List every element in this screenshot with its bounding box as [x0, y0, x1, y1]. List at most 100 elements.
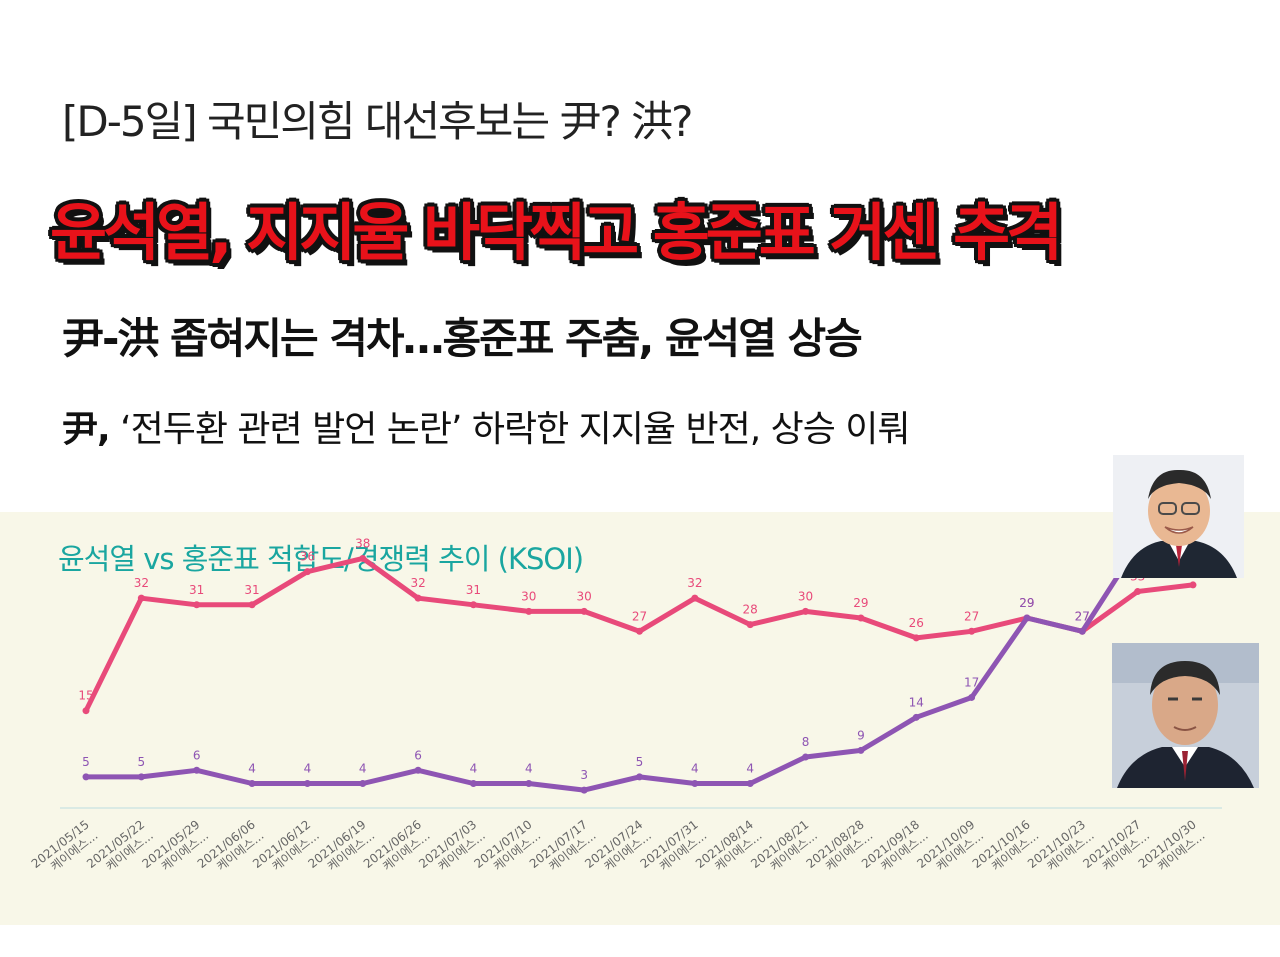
data-label-red: 27 [1075, 609, 1090, 623]
x-tick-label: 2021/10/16케이에스... [970, 817, 1042, 873]
subhead-secondary-lead: 尹, [62, 409, 111, 450]
data-point-purple [82, 773, 90, 781]
x-tick-label: 2021/07/24케이에스... [582, 817, 654, 873]
data-point-purple [857, 746, 865, 754]
x-tick-label: 2021/08/28케이에스... [804, 817, 876, 873]
data-point-red [414, 594, 422, 602]
data-point-red [303, 568, 311, 576]
data-label-red: 31 [189, 583, 204, 597]
data-point-purple [303, 780, 311, 788]
chart-panel [0, 512, 1280, 925]
data-point-purple [414, 766, 422, 774]
data-label-purple: 17 [964, 675, 979, 689]
data-label-purple: 4 [248, 762, 256, 776]
data-point-purple [746, 780, 754, 788]
data-point-red [857, 614, 865, 622]
kicker-text: [D-5일] 국민의힘 대선후보는 尹? 洪? [62, 97, 693, 146]
data-point-purple [1023, 614, 1031, 622]
data-label-purple: 5 [82, 755, 90, 769]
data-point-red [1189, 581, 1197, 589]
portrait-hong-icon [1113, 455, 1244, 578]
data-label-red: 31 [466, 583, 481, 597]
x-tick-label: 2021/06/12케이에스... [250, 817, 322, 873]
x-tick-label: 2021/06/06케이에스... [195, 817, 267, 873]
data-label-red: 31 [244, 583, 259, 597]
data-point-purple [1078, 627, 1086, 635]
subhead-secondary-rest: ‘전두환 관련 발언 논란’ 하락한 지지율 반전, 상승 이뤄 [120, 409, 910, 450]
data-point-red [248, 601, 256, 609]
data-label-red: 29 [1019, 596, 1034, 610]
x-tick-label: 2021/05/22케이에스... [84, 817, 156, 873]
data-point-purple [691, 780, 699, 788]
subhead-secondary: 尹, ‘전두환 관련 발언 논란’ 하락한 지지율 반전, 상승 이뤄 [62, 400, 911, 452]
data-label-red: 29 [853, 596, 868, 610]
subhead-primary: 尹-洪 좁혀지는 격차…홍준표 주춤, 윤석열 상승 [62, 314, 863, 363]
data-label-purple: 9 [857, 728, 865, 742]
x-tick-label: 2021/05/29케이에스... [139, 817, 211, 873]
data-label-red: 38 [355, 536, 370, 550]
data-label-purple: 4 [359, 762, 367, 776]
data-label-red: 32 [134, 576, 149, 590]
data-label-red: 32 [410, 576, 425, 590]
x-tick-label: 2021/08/14케이에스... [693, 817, 765, 873]
data-label-purple: 8 [802, 735, 810, 749]
data-label-red: 27 [632, 609, 647, 623]
data-label-purple: 5 [138, 755, 146, 769]
data-label-purple: 27 [1075, 609, 1090, 623]
data-point-red [469, 601, 477, 609]
data-label-purple: 4 [470, 762, 478, 776]
data-label-red: 32 [687, 576, 702, 590]
data-point-red [359, 554, 367, 562]
data-point-red [193, 601, 201, 609]
data-label-purple: 4 [525, 762, 533, 776]
data-label-red: 30 [577, 589, 592, 603]
x-tick-label: 2021/08/21케이에스... [748, 817, 820, 873]
x-tick-label: 2021/10/30케이에스... [1136, 817, 1208, 873]
x-tick-label: 2021/06/19케이에스... [305, 817, 377, 873]
data-label-red: 30 [521, 589, 536, 603]
data-point-purple [912, 713, 920, 721]
data-point-red [691, 594, 699, 602]
data-point-red [580, 607, 588, 615]
data-point-red [1134, 588, 1142, 596]
data-point-purple [968, 693, 976, 701]
x-tick-label: 2021/07/10케이에스... [472, 817, 544, 873]
x-tick-label: 2021/10/09케이에스... [914, 817, 986, 873]
data-label-red: 36 [300, 550, 315, 564]
header: [D-5일] 국민의힘 대선후보는 尹? 洪? 윤석열, 지지율 바닥찍고 홍준… [50, 97, 1063, 452]
x-tick-label: 2021/10/23케이에스... [1025, 817, 1097, 873]
x-tick-label: 2021/07/17케이에스... [527, 817, 599, 873]
data-label-red: 27 [964, 609, 979, 623]
data-point-red [636, 627, 643, 635]
data-point-red [802, 607, 810, 615]
portrait-yoon-icon [1112, 643, 1259, 788]
data-label-purple: 5 [636, 755, 644, 769]
data-point-red [912, 634, 920, 642]
data-label-purple: 4 [304, 762, 312, 776]
data-label-purple: 4 [746, 762, 754, 776]
data-label-purple: 14 [909, 695, 924, 709]
data-label-purple: 3 [580, 768, 588, 782]
data-point-purple [193, 766, 201, 774]
data-point-purple [137, 773, 145, 781]
data-point-purple [525, 780, 533, 788]
data-label-red: 28 [743, 603, 758, 617]
data-label-red: 30 [798, 589, 813, 603]
data-label-purple: 6 [414, 748, 422, 762]
data-point-red [82, 707, 90, 715]
data-point-purple [580, 786, 588, 794]
data-label-purple: 6 [193, 748, 201, 762]
data-point-red [746, 621, 754, 629]
data-point-purple [636, 773, 643, 781]
data-point-purple [802, 753, 810, 761]
x-tick-label: 2021/10/27케이에스... [1080, 817, 1152, 873]
headline: 윤석열, 지지율 바닥찍고 홍준표 거센 추격 [50, 196, 1063, 269]
data-label-red: 15 [78, 689, 93, 703]
data-point-red [968, 627, 976, 635]
data-point-purple [359, 780, 367, 788]
data-label-red: 26 [909, 616, 924, 630]
x-tick-label: 2021/09/18케이에스... [859, 817, 931, 873]
data-point-red [137, 594, 145, 602]
data-label-purple: 29 [1019, 596, 1034, 610]
